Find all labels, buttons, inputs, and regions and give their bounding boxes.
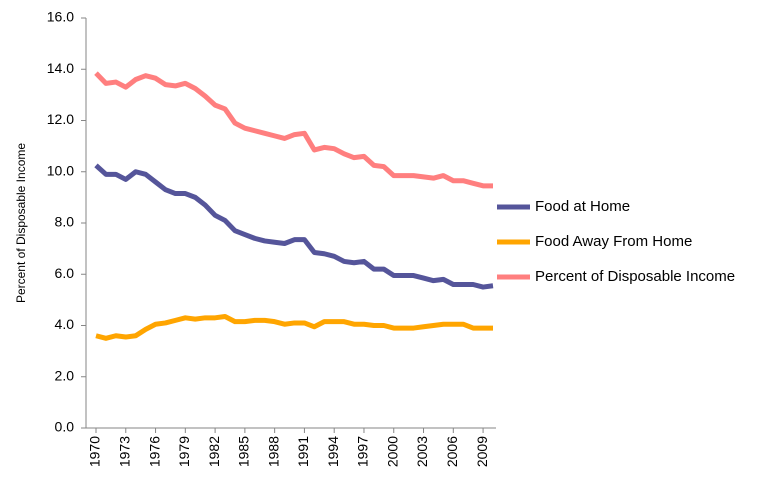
legend-label: Food Away From Home (535, 233, 692, 250)
legend-label: Percent of Disposable Income (535, 268, 735, 285)
x-tick-label: 2009 (474, 436, 490, 467)
y-tick-label: 14.0 (47, 60, 74, 76)
x-tick-label: 2000 (384, 436, 400, 467)
x-tick-label: 1976 (146, 436, 162, 467)
x-tick-label: 1970 (87, 436, 103, 467)
y-tick-label: 6.0 (55, 265, 75, 281)
y-tick-label: 0.0 (55, 419, 75, 435)
y-tick-label: 10.0 (47, 162, 74, 178)
x-tick-label: 1979 (176, 436, 192, 467)
x-tick-label: 1991 (295, 436, 311, 467)
x-tick-label: 1988 (265, 436, 281, 467)
x-tick-label: 1997 (355, 436, 371, 467)
x-tick-label: 2003 (414, 436, 430, 467)
y-tick-label: 12.0 (47, 111, 74, 127)
x-tick-label: 1994 (325, 436, 341, 467)
legend-label: Food at Home (535, 198, 630, 215)
series-line (94, 163, 494, 290)
y-tick-label: 4.0 (55, 316, 75, 332)
x-tick-label: 1985 (236, 436, 252, 467)
x-tick-label: 1973 (116, 436, 132, 467)
y-axis-title: Percent of Disposable Income (14, 143, 28, 303)
series-line (94, 71, 493, 189)
x-tick-label: 1982 (206, 436, 222, 467)
y-tick-label: 2.0 (55, 367, 75, 383)
y-tick-label: 8.0 (55, 214, 75, 230)
series-line (95, 314, 493, 341)
y-tick-label: 16.0 (47, 9, 74, 25)
x-tick-label: 2006 (444, 436, 460, 467)
